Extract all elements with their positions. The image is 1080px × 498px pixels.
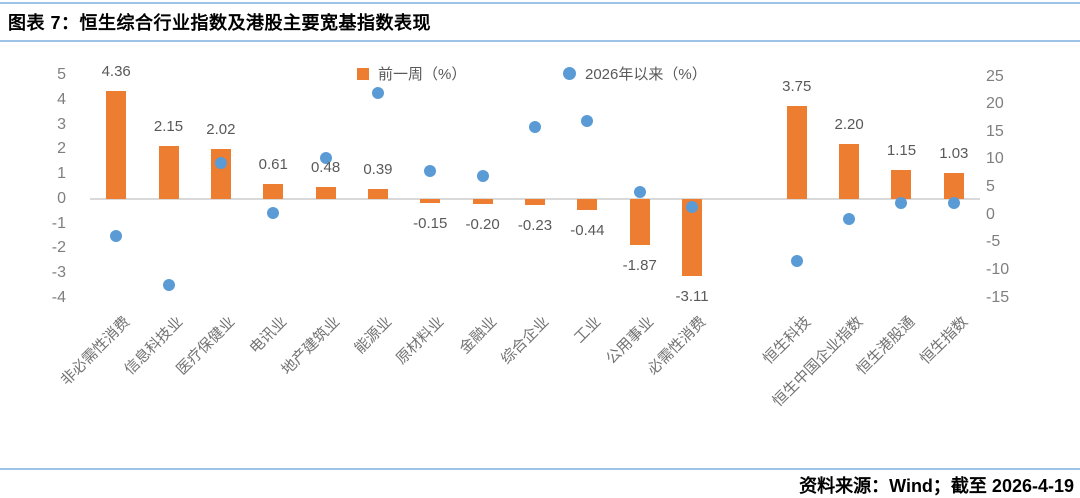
bar <box>577 198 598 210</box>
bar-value-label: 3.75 <box>782 77 812 95</box>
dot-marker <box>581 114 594 127</box>
category-label: 恒生指数 <box>916 313 972 368</box>
bar-value-label: -0.20 <box>465 215 500 233</box>
y-axis-tick-left: 0 <box>57 189 66 207</box>
bar-value-label: 0.48 <box>310 158 341 176</box>
y-axis-tick-left: 3 <box>57 115 66 133</box>
title-underline <box>0 40 1080 42</box>
category-label: 恒生中国企业指数 <box>769 313 867 411</box>
legend-item-prev-week: 前一周（%） <box>357 63 466 84</box>
bar <box>263 183 284 199</box>
y-axis-tick-left: -4 <box>51 289 66 306</box>
bar <box>525 198 545 205</box>
dot-marker <box>686 201 699 214</box>
bar <box>106 90 127 199</box>
chart-plot-area: 5 4 3 2 1 0 -1 -2 -3 -4 25 20 15 10 5 0 -5 -10 -15 4.36 2.15… <box>51 62 1010 411</box>
dot-marker <box>110 230 123 243</box>
dot-marker <box>947 197 960 210</box>
y-axis-tick-right: 10 <box>986 150 1004 168</box>
category-label: 工业 <box>571 313 605 347</box>
dot-marker <box>790 254 803 267</box>
category-label: 能源业 <box>351 313 396 358</box>
bar <box>839 144 860 199</box>
bar-value-label: 1.03 <box>939 145 969 163</box>
dot-marker <box>424 165 437 178</box>
category-label: 原材料业 <box>393 313 448 368</box>
y-axis-tick-right: 0 <box>986 205 995 223</box>
dot-marker <box>371 87 384 100</box>
dot-marker <box>267 206 280 219</box>
y-axis-tick-left: 4 <box>57 90 66 108</box>
y-axis-tick-left: 1 <box>57 165 66 183</box>
dot-marker <box>162 278 175 291</box>
y-axis-tick-right: 20 <box>986 95 1004 113</box>
bar-value-label: 1.15 <box>886 142 917 160</box>
y-axis-tick-left: 5 <box>57 66 66 83</box>
bar-value-label: -0.15 <box>413 214 448 232</box>
bar <box>629 198 650 246</box>
figure-title: 图表 7：恒生综合行业指数及港股主要宽基指数表现 <box>8 13 432 33</box>
bar-value-label: -0.44 <box>570 221 605 239</box>
y-axis-tick-right: -15 <box>986 288 1010 306</box>
bar-value-label: 0.39 <box>363 161 393 179</box>
y-axis-tick-left: -1 <box>51 214 66 232</box>
source-note: 资料来源：Wind；截至 2026-4-19 <box>799 476 1074 496</box>
bar-value-label: -1.87 <box>622 257 657 275</box>
y-axis-tick-left: -2 <box>51 239 66 257</box>
chart-legend: 前一周（%） 2026年以来（%） <box>0 63 1080 83</box>
bar-value-label: 2.15 <box>153 117 184 135</box>
dot-marker <box>843 212 856 225</box>
bar <box>367 189 388 199</box>
dot-marker <box>476 170 489 183</box>
bar <box>420 198 441 203</box>
bar <box>472 198 493 204</box>
y-axis-tick-left: -3 <box>51 264 66 282</box>
source-divider-line <box>0 468 1080 470</box>
dot-marker <box>529 120 541 133</box>
dot-marker <box>319 151 332 164</box>
bar <box>891 170 912 199</box>
bar-value-label: 2.02 <box>206 120 236 138</box>
category-label: 电讯业 <box>246 313 291 358</box>
y-axis-tick-right: 25 <box>986 67 1004 85</box>
legend-label: 前一周（%） <box>378 66 467 83</box>
bar-value-label: 2.20 <box>834 116 864 134</box>
category-label: 金融业 <box>456 313 500 358</box>
y-axis-tick-right: 5 <box>986 178 995 196</box>
bar-value-label: -0.23 <box>517 216 553 234</box>
y-axis-tick-left: 2 <box>57 140 66 158</box>
legend-item-ytd: 2026年以来（%） <box>563 63 707 84</box>
legend-square-marker <box>357 67 369 80</box>
dot-marker <box>895 197 908 210</box>
y-axis-tick-right: -5 <box>986 233 1001 251</box>
bar <box>786 105 807 199</box>
legend-label: 2026年以来（%） <box>585 66 707 83</box>
category-label: 综合企业 <box>497 313 553 368</box>
top-accent-line <box>0 2 1080 4</box>
bar <box>158 145 179 199</box>
y-axis-tick-right: 15 <box>986 122 1004 140</box>
bar-value-label: 0.61 <box>258 155 288 173</box>
y-axis-tick-right: -10 <box>986 261 1010 279</box>
bar <box>943 173 964 199</box>
dot-marker <box>214 156 227 169</box>
bar <box>315 186 336 199</box>
bar-value-label: -3.11 <box>675 287 709 305</box>
bar <box>682 198 703 276</box>
legend-circle-marker <box>563 67 576 80</box>
category-label: 非必需性消费 <box>57 313 134 389</box>
dot-marker <box>633 185 646 198</box>
bar-value-label: 4.36 <box>101 62 131 80</box>
